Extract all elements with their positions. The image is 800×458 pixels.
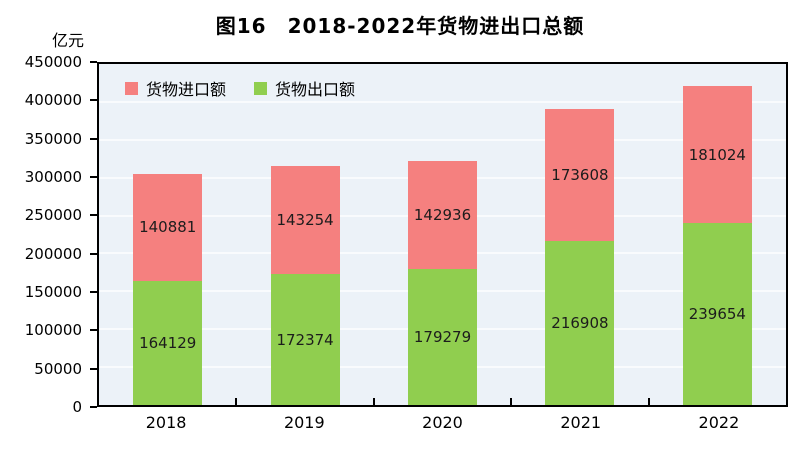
bar-value-export-2018: 164129 <box>139 333 197 352</box>
bar-band-2021: 173608 216908 <box>511 64 648 405</box>
x-axis-label-2022: 2022 <box>698 413 740 432</box>
y-tick-label: 400000 <box>24 91 82 110</box>
bar-segment-import-2018: 140881 <box>133 173 203 281</box>
bar-2020: 142936 179279 <box>408 160 478 405</box>
chart-title: 图16 2018-2022年货物进出口总额 <box>215 14 585 38</box>
x-tick-mark <box>372 398 375 405</box>
bar-value-export-2020: 179279 <box>413 328 472 347</box>
legend-swatch-icon <box>125 81 138 95</box>
plot-area: 140881 164129 143254 172374 142936 179279 1736… <box>97 62 788 407</box>
bar-segment-export-2018: 164129 <box>133 280 203 405</box>
bars-row: 140881 164129 143254 172374 142936 179279 1736… <box>99 64 786 405</box>
bar-segment-import-2022: 181024 <box>682 86 752 224</box>
y-tick-label: 350000 <box>24 129 82 148</box>
x-tick-mark <box>235 398 238 405</box>
bar-band-2020: 142936 179279 <box>374 64 511 405</box>
legend: 货物进口额 货物出口额 <box>125 76 355 100</box>
y-tick-label: 100000 <box>24 321 82 340</box>
y-tick-mark <box>90 291 97 293</box>
bar-value-import-2020: 142936 <box>413 205 472 224</box>
y-tick-label: 50000 <box>34 359 82 378</box>
y-tick-label: 250000 <box>24 206 82 225</box>
y-tick-label: 200000 <box>24 244 82 263</box>
x-axis-label-2020: 2020 <box>422 413 463 432</box>
bar-2019: 143254 172374 <box>270 165 340 405</box>
gridline <box>99 100 786 103</box>
bar-value-export-2022: 239654 <box>688 305 746 324</box>
bar-value-import-2019: 143254 <box>276 211 334 230</box>
bar-value-import-2018: 140881 <box>139 218 197 237</box>
y-tick-mark <box>90 367 97 370</box>
y-tick-mark <box>90 406 97 408</box>
bar-band-2018: 140881 164129 <box>99 64 236 405</box>
y-tick-label: 150000 <box>24 283 82 301</box>
y-tick-mark <box>90 137 97 140</box>
y-tick-label: 0 <box>72 398 82 416</box>
bar-segment-export-2020: 179279 <box>408 269 478 405</box>
y-axis-ticks <box>90 61 97 408</box>
bar-segment-export-2022: 239654 <box>682 223 752 405</box>
legend-swatch-icon <box>254 81 268 95</box>
bar-segment-export-2019: 172374 <box>270 274 340 405</box>
bar-segment-import-2021: 173608 <box>545 109 615 241</box>
legend-item-1: 货物出口额 <box>254 76 355 100</box>
bar-2018: 140881 164129 <box>133 173 203 405</box>
bar-band-2022: 181024 239654 <box>649 64 786 405</box>
bar-segment-import-2020: 142936 <box>408 160 478 270</box>
bar-value-export-2019: 172374 <box>276 330 334 349</box>
y-tick-mark <box>90 61 97 63</box>
x-axis-labels: 2018 2019 2020 2021 2022 <box>97 413 788 432</box>
y-tick-mark <box>90 99 97 102</box>
y-tick-label: 300000 <box>24 168 82 186</box>
y-tick-mark <box>90 329 97 332</box>
y-axis-labels: 0 50000 100000 150000 200000 250000 300000 3500… <box>0 53 89 416</box>
bar-value-import-2022: 181024 <box>688 145 746 164</box>
legend-label: 货物出口额 <box>275 80 356 99</box>
legend-item-0: 货物进口额 <box>125 76 226 100</box>
bar-value-export-2021: 216908 <box>551 313 609 332</box>
y-tick-mark <box>90 176 97 178</box>
bar-2021: 173608 216908 <box>545 109 615 405</box>
legend-label: 货物进口额 <box>146 80 227 99</box>
x-tick-mark <box>510 398 513 405</box>
x-axis-label-2021: 2021 <box>560 413 602 432</box>
y-tick-label: 450000 <box>24 53 82 71</box>
bar-segment-import-2019: 143254 <box>270 165 340 275</box>
x-tick-mark <box>647 398 650 405</box>
bar-segment-export-2021: 216908 <box>545 240 615 405</box>
bar-band-2019: 143254 172374 <box>236 64 373 405</box>
y-tick-mark <box>90 252 97 255</box>
bar-2022: 181024 239654 <box>682 86 752 405</box>
x-axis-label-2018: 2018 <box>145 413 187 432</box>
y-tick-mark <box>90 214 97 217</box>
gridline <box>99 138 786 141</box>
x-axis-label-2019: 2019 <box>283 413 325 432</box>
y-axis-unit-label: 亿元 <box>51 31 84 50</box>
bar-value-import-2021: 173608 <box>551 165 609 184</box>
